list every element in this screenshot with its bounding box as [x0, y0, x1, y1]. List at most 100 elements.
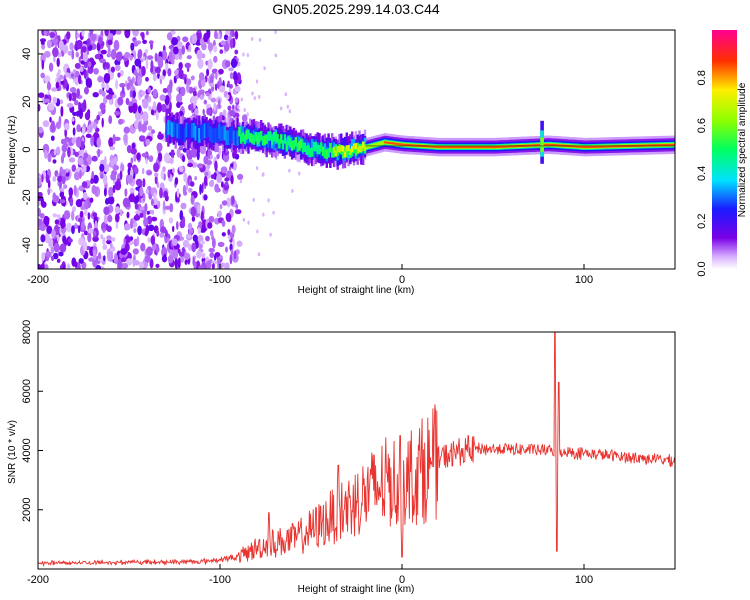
noise-speckle — [182, 36, 189, 43]
ridge-cell — [285, 141, 288, 152]
noise-speckle — [126, 199, 131, 208]
ridge-cell — [198, 128, 201, 143]
y-tick-label: 4000 — [21, 438, 33, 462]
noise-speckle — [117, 258, 123, 269]
noise-speckle — [205, 260, 212, 269]
ridge-cell — [269, 131, 272, 141]
noise-speckle — [115, 213, 120, 223]
colorbar-gradient — [712, 30, 737, 269]
noise-speckle — [50, 120, 56, 132]
noise-speckle — [58, 40, 64, 51]
noise-speckle — [166, 32, 173, 41]
noise-speckle — [62, 44, 69, 54]
noise-speckle — [88, 61, 92, 68]
noise-speckle — [60, 190, 64, 199]
noise-speckle — [40, 234, 46, 243]
noise-speckle — [137, 49, 143, 59]
spectrogram-x-label: Height of straight line (km) — [298, 285, 415, 296]
noise-speckle — [140, 90, 146, 96]
ridge-cell — [181, 125, 185, 141]
noise-speckle — [203, 194, 208, 201]
y-tick-label: 2000 — [21, 498, 33, 522]
ridge-cell — [316, 144, 319, 154]
noise-speckle — [156, 142, 163, 152]
noise-speckle — [186, 78, 192, 86]
noise-speckle — [50, 246, 55, 254]
noise-speckle — [234, 97, 239, 103]
noise-speckle — [98, 36, 103, 45]
noise-speckle — [154, 66, 161, 74]
noise-speckle — [178, 251, 185, 257]
ridge-cell — [651, 144, 654, 147]
ridge-cell — [471, 146, 474, 149]
noise-speckle — [274, 30, 277, 35]
noise-speckle — [66, 222, 72, 233]
noise-speckle — [104, 155, 107, 167]
noise-speckle — [157, 56, 163, 65]
noise-speckle — [225, 212, 232, 222]
y-tick-label: 40 — [21, 48, 33, 60]
noise-speckle — [97, 189, 100, 197]
ridge-cell — [578, 145, 581, 148]
ridge-cell — [243, 134, 247, 144]
noise-speckle — [72, 127, 76, 136]
noise-speckle — [161, 255, 168, 263]
noise-speckle — [73, 184, 77, 196]
noise-speckle — [60, 187, 65, 192]
ridge-cell — [580, 145, 583, 148]
noise-speckle — [76, 88, 80, 98]
ridge-cell — [662, 144, 665, 147]
ridge-cell — [165, 123, 168, 139]
noise-speckle — [89, 197, 94, 203]
noise-speckle — [164, 205, 171, 210]
noise-speckle — [225, 60, 231, 68]
noise-speckle — [206, 68, 210, 77]
ridge-cell — [220, 126, 223, 141]
colorbar: 0.0 0.2 0.4 0.6 0.8 Normalized spectral ampl… — [696, 30, 748, 277]
noise-speckle — [106, 73, 110, 80]
ridge-cell — [187, 124, 190, 139]
ridge-cell — [409, 144, 412, 147]
noise-speckle — [171, 59, 175, 65]
noise-speckle — [243, 108, 246, 112]
noise-speckle — [197, 204, 201, 215]
noise-speckle — [41, 252, 46, 261]
noise-speckle — [147, 96, 152, 103]
ridge-cell — [538, 144, 541, 147]
noise-speckle — [76, 39, 83, 50]
noise-speckle — [256, 229, 259, 234]
spectrogram-y-label: Frequency (Hz) — [7, 116, 18, 185]
noise-speckle — [226, 197, 231, 208]
snr-x-ticks: -200 -100 0 100 — [27, 564, 593, 586]
noise-speckle — [229, 166, 232, 171]
noise-speckle — [120, 257, 127, 263]
noise-speckle — [71, 49, 75, 60]
noise-speckle — [258, 94, 261, 99]
ridge-cell — [656, 144, 660, 147]
ridge-cell — [500, 145, 503, 148]
noise-speckle — [185, 234, 192, 239]
noise-speckle — [38, 92, 45, 98]
noise-speckle — [99, 163, 105, 172]
noise-speckle — [104, 216, 108, 221]
noise-speckle — [202, 108, 205, 116]
ridge-cell — [278, 139, 281, 149]
noise-speckle — [106, 225, 112, 233]
ridge-cell — [272, 131, 276, 142]
noise-speckle — [188, 228, 194, 234]
noise-speckle — [56, 258, 61, 263]
noise-speckle — [38, 103, 41, 112]
ridge-cell — [274, 131, 277, 142]
ridge-cell — [618, 145, 621, 148]
ridge-cell — [436, 145, 439, 148]
ridge-cell — [527, 144, 530, 147]
noise-speckle — [174, 258, 178, 269]
noise-speckle — [235, 85, 241, 93]
ridge-cell — [261, 136, 265, 146]
noise-speckle — [192, 256, 195, 267]
ridge-cell — [483, 146, 487, 149]
noise-speckle — [142, 192, 146, 202]
noise-speckle — [151, 209, 154, 215]
noise-speckle — [227, 105, 232, 111]
